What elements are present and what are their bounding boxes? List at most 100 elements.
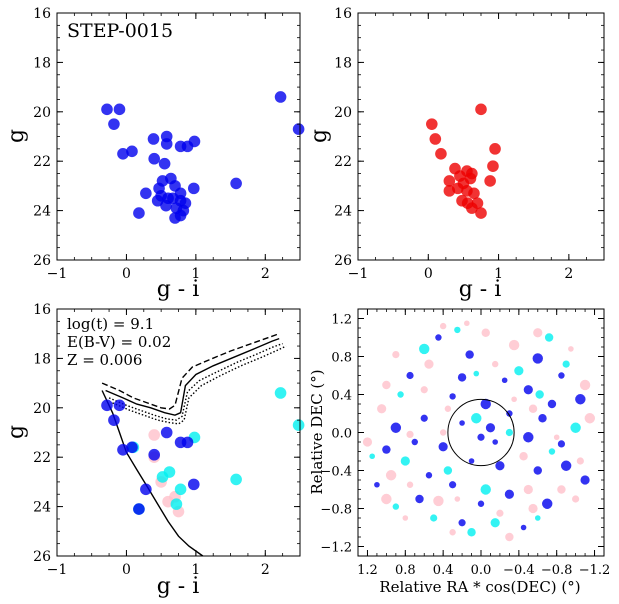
data-point-blue [459,420,465,426]
y-tick-label: −0.8 [320,503,352,518]
data-point-blue [533,466,542,475]
data-point-blue [415,494,424,504]
data-point-blue [390,422,402,433]
data-point-pink [406,481,414,488]
data-point-cyan [473,370,480,377]
x-tick-label: −1 [47,562,68,578]
data-point-stars [169,212,181,224]
data-point-pink [464,320,470,327]
data-point-stars [188,135,201,148]
data-point-stars [101,103,113,116]
data-point-members [466,202,478,214]
data-point-blue [480,398,491,410]
data-point-pink [392,351,400,359]
data-point-blue [438,442,448,452]
panel-cmd-field-annotation: STEP-0015 [67,20,173,42]
data-point-pink [533,328,543,338]
y-tick-label: 20 [33,401,51,417]
isochrone-iso_dotted_2 [112,345,287,425]
data-point-stars [160,199,172,212]
y-tick-label: 0.8 [331,351,352,366]
data-point-members [475,207,487,219]
data-point-cyan [419,343,430,355]
panel-cmd-isochrone-xlabel: g - i [157,574,200,599]
data-point-stars [147,133,160,145]
data-point-field_stars [113,399,126,412]
data-point-stars [160,138,173,150]
y-tick-label: 26 [33,253,51,269]
data-point-pink [579,379,591,391]
data-point-cyan [534,515,541,521]
data-point-pink [424,359,434,369]
data-point-members [426,118,438,130]
data-point-cyan [570,422,581,433]
data-point-cyan [514,366,524,376]
data-point-pink [528,404,538,413]
x-tick-label: 2 [564,266,573,282]
data-point-stars [292,123,305,135]
x-tick-label: −0.8 [541,563,573,578]
panel-sky-map-points [362,320,596,542]
y-tick-label: 26 [334,253,352,269]
panel-cmd-isochrone-ticks: −1 0 1 2 16 18 20 22 24 26 [33,302,301,578]
data-point-members [429,133,442,145]
data-point-stars [133,207,145,219]
data-point-stars [151,194,164,207]
data-point-cyan [369,453,375,460]
panel-cmd-cluster-ylabel: g [307,129,332,143]
data-point-blue [485,423,496,433]
data-point-members [464,172,477,185]
x-tick-label: −0.4 [503,563,535,578]
data-point-pink [444,405,452,412]
y-tick-label: 18 [33,55,51,71]
panel-cmd-field-ticks: −1 0 1 2 16 18 20 22 24 26 [33,6,301,282]
x-tick-label: 2 [261,562,270,578]
data-point-pink [385,470,397,481]
x-tick-label: 0.8 [395,563,416,578]
x-tick-label: −1.2 [579,563,611,578]
data-point-blue [468,458,475,464]
x-tick-label: 1.2 [357,563,378,578]
data-point-blue [420,414,428,422]
y-tick-label: 16 [334,6,352,22]
data-point-stars [230,177,242,190]
data-point-stars [108,118,120,130]
data-point-pink [439,429,447,436]
data-point-field_stars [160,426,173,439]
data-point-pink [496,509,504,517]
data-point-stars [158,157,171,170]
panel-cmd-field-ylabel: g [4,129,29,143]
data-point-pink [362,437,373,447]
y-tick-label: 0.4 [331,389,352,404]
data-point-cyan [392,503,400,510]
data-point-pink [568,346,574,352]
isochrone-age-label: log(t) = 9.1 [67,315,154,333]
x-tick-label: 0 [122,266,131,282]
data-point-field_stars [108,414,120,426]
data-point-pink [381,493,392,505]
data-point-blue [575,394,586,405]
data-point-cyan [467,528,476,537]
data-point-cyan_stars [292,419,305,431]
x-tick-label: 1 [191,266,200,282]
data-point-cyan [535,390,544,399]
y-tick-label: 24 [33,500,51,516]
data-point-blue [449,393,456,400]
data-point-stars [140,187,152,200]
data-point-blue [495,461,505,471]
x-tick-label: −1 [348,266,369,282]
x-tick-label: 0 [424,266,433,282]
panel-cmd-cluster-points [426,103,501,219]
y-tick-label: 22 [334,154,352,170]
y-tick-label: 22 [33,450,51,466]
data-point-field_stars [133,503,145,515]
data-point-field_stars [148,448,160,461]
data-point-blue [449,481,457,489]
data-point-cyan [397,391,404,398]
y-tick-label: 18 [33,351,51,367]
data-point-cyan [548,448,556,455]
data-point-field_stars [117,443,129,456]
data-point-pink [406,430,414,438]
y-tick-label: 16 [33,6,51,22]
data-point-blue [406,371,414,380]
